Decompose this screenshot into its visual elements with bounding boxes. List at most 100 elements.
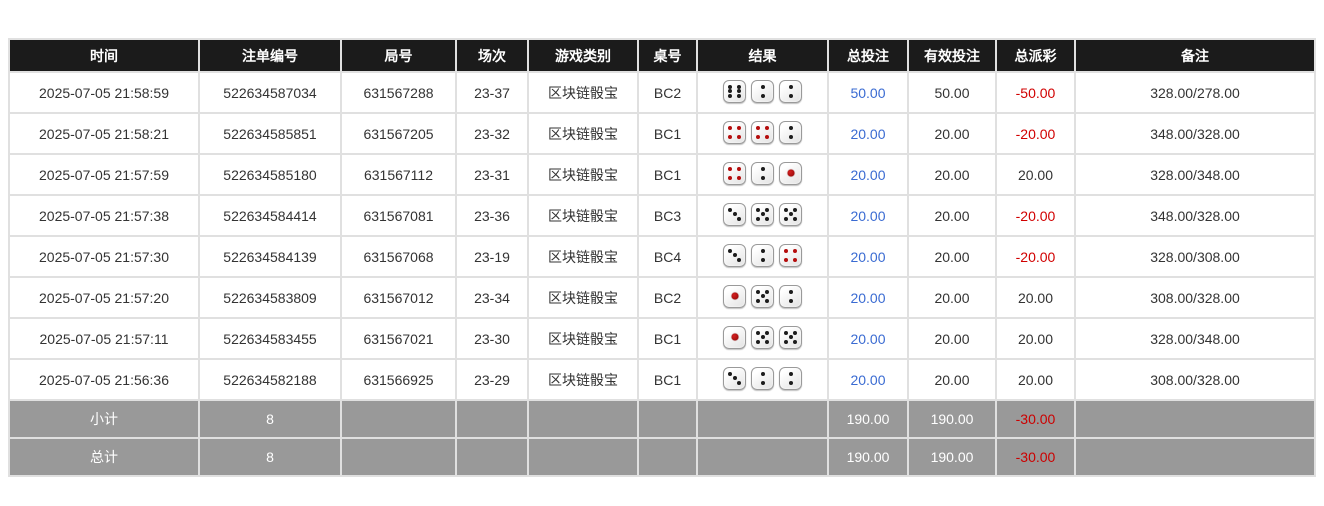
die-face-5 bbox=[751, 284, 774, 308]
cell-round-id: 631567288 bbox=[342, 73, 455, 112]
die-pip bbox=[765, 216, 769, 221]
die-pip bbox=[732, 212, 737, 216]
cell-valid-bet: 20.00 bbox=[909, 196, 995, 235]
die-pip bbox=[737, 166, 741, 171]
die-face-1 bbox=[779, 161, 802, 185]
col-header-result: 结果 bbox=[698, 40, 827, 71]
cell-result bbox=[698, 278, 827, 317]
die-pip bbox=[784, 216, 788, 221]
die-face-2 bbox=[779, 366, 802, 390]
die-pip bbox=[784, 207, 788, 212]
cell-total-bet: 20.00 bbox=[829, 114, 907, 153]
cell-table-no: BC3 bbox=[639, 196, 696, 235]
subtotal-row: 小计 8 190.00 190.00 -30.00 bbox=[10, 401, 1314, 437]
cell-total-bet: 50.00 bbox=[829, 73, 907, 112]
cell-game-type: 区块链骰宝 bbox=[529, 155, 637, 194]
die-pip bbox=[760, 371, 765, 376]
cell-remark: 328.00/348.00 bbox=[1076, 155, 1314, 194]
table-body: 2025-07-05 21:58:59 522634587034 631567288… bbox=[10, 73, 1314, 399]
cell-round-id: 631567068 bbox=[342, 237, 455, 276]
cell-footer-empty bbox=[529, 439, 637, 475]
die-pip bbox=[793, 248, 797, 253]
die-pip bbox=[784, 339, 788, 344]
die-pip bbox=[760, 257, 765, 262]
dice-result bbox=[723, 284, 802, 308]
table-footer: 小计 8 190.00 190.00 -30.00 总计 8 190.00 190.00 -30.… bbox=[10, 401, 1314, 475]
cell-total-bet: 20.00 bbox=[829, 237, 907, 276]
die-pip bbox=[788, 212, 793, 216]
die-pip bbox=[760, 380, 765, 385]
die-face-1 bbox=[723, 325, 746, 349]
col-header-game-type: 游戏类别 bbox=[529, 40, 637, 71]
die-pip bbox=[788, 298, 793, 303]
cell-bet-id: 522634583809 bbox=[200, 278, 340, 317]
table-row: 2025-07-05 21:57:30 522634584139 631567068… bbox=[10, 237, 1314, 276]
die-pip bbox=[728, 93, 732, 98]
die-pip bbox=[737, 175, 741, 180]
cell-footer-label: 小计 bbox=[10, 401, 198, 437]
cell-session: 23-29 bbox=[457, 360, 527, 399]
cell-total-payout: -20.00 bbox=[997, 196, 1074, 235]
die-face-2 bbox=[751, 366, 774, 390]
die-face-2 bbox=[779, 79, 802, 103]
col-header-round-id: 局号 bbox=[342, 40, 455, 71]
die-pip bbox=[731, 333, 738, 341]
die-pip bbox=[728, 371, 732, 376]
cell-session: 23-30 bbox=[457, 319, 527, 358]
cell-footer-empty bbox=[529, 401, 637, 437]
dice-result bbox=[723, 79, 802, 103]
die-pip bbox=[788, 371, 793, 376]
cell-session: 23-37 bbox=[457, 73, 527, 112]
die-pip bbox=[784, 257, 788, 262]
die-pip bbox=[728, 134, 732, 139]
die-pip bbox=[737, 216, 741, 221]
cell-table-no: BC1 bbox=[639, 319, 696, 358]
cell-valid-bet: 50.00 bbox=[909, 73, 995, 112]
table-row: 2025-07-05 21:57:38 522634584414 631567081… bbox=[10, 196, 1314, 235]
die-pip bbox=[788, 289, 793, 294]
cell-valid-bet: 20.00 bbox=[909, 155, 995, 194]
header-row: 时间 注单编号 局号 场次 游戏类别 桌号 结果 总投注 有效投注 总派彩 备注 bbox=[10, 40, 1314, 71]
cell-time: 2025-07-05 21:57:30 bbox=[10, 237, 198, 276]
die-pip bbox=[737, 125, 741, 130]
die-pip bbox=[728, 248, 732, 253]
cell-footer-empty bbox=[698, 401, 827, 437]
cell-footer-empty bbox=[342, 439, 455, 475]
die-pip bbox=[765, 339, 769, 344]
cell-remark: 328.00/348.00 bbox=[1076, 319, 1314, 358]
cell-time: 2025-07-05 21:58:21 bbox=[10, 114, 198, 153]
cell-table-no: BC1 bbox=[639, 155, 696, 194]
die-pip bbox=[737, 257, 741, 262]
cell-time: 2025-07-05 21:57:20 bbox=[10, 278, 198, 317]
dice-result bbox=[723, 325, 802, 349]
cell-remark: 348.00/328.00 bbox=[1076, 196, 1314, 235]
die-face-2 bbox=[779, 120, 802, 144]
cell-round-id: 631566925 bbox=[342, 360, 455, 399]
cell-footer-count: 8 bbox=[200, 439, 340, 475]
cell-bet-id: 522634585180 bbox=[200, 155, 340, 194]
cell-total-bet: 20.00 bbox=[829, 360, 907, 399]
die-pip bbox=[765, 134, 769, 139]
die-face-2 bbox=[751, 79, 774, 103]
cell-total-bet: 20.00 bbox=[829, 278, 907, 317]
cell-footer-empty bbox=[639, 439, 696, 475]
die-pip bbox=[784, 330, 788, 335]
die-pip bbox=[793, 330, 797, 335]
die-pip bbox=[765, 298, 769, 303]
die-pip bbox=[793, 207, 797, 212]
die-pip bbox=[760, 294, 765, 298]
cell-game-type: 区块链骰宝 bbox=[529, 196, 637, 235]
die-face-5 bbox=[779, 325, 802, 349]
cell-valid-bet: 20.00 bbox=[909, 114, 995, 153]
die-pip bbox=[760, 166, 765, 171]
die-pip bbox=[756, 125, 760, 130]
cell-bet-id: 522634587034 bbox=[200, 73, 340, 112]
die-pip bbox=[732, 253, 737, 257]
die-pip bbox=[756, 216, 760, 221]
cell-footer-label: 总计 bbox=[10, 439, 198, 475]
cell-session: 23-19 bbox=[457, 237, 527, 276]
die-pip bbox=[760, 93, 765, 98]
die-face-3 bbox=[723, 243, 746, 267]
die-pip bbox=[737, 134, 741, 139]
